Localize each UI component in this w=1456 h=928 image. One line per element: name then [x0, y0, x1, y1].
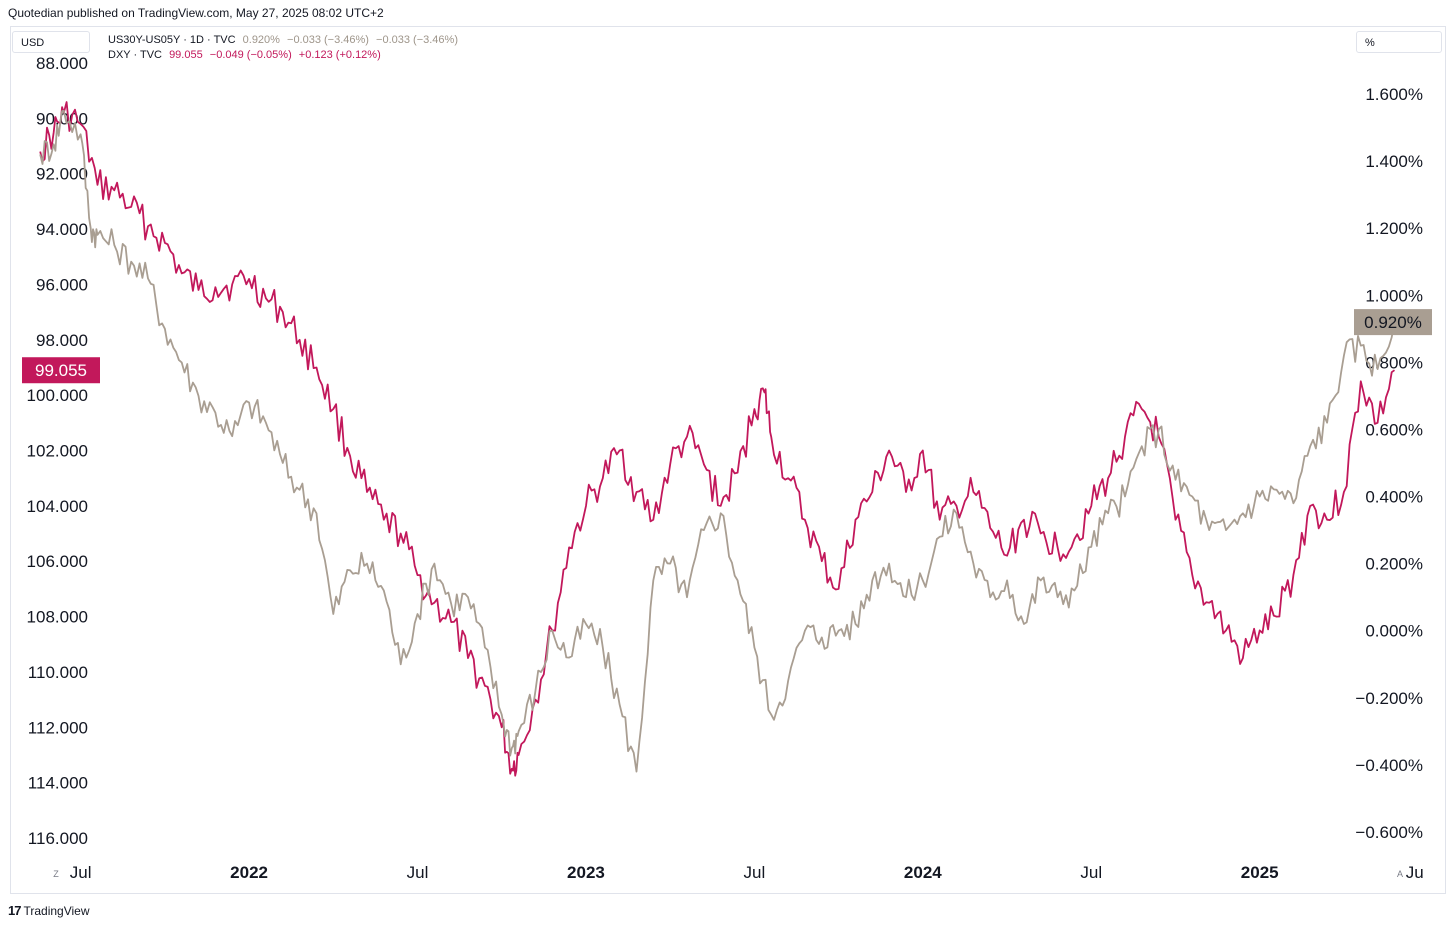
left-axis-tick-label: 108.000 — [27, 608, 88, 627]
legend-price: 99.055 — [169, 49, 203, 61]
legend-price: 0.920% — [242, 34, 280, 46]
left-axis-tick-label: 100.000 — [27, 386, 88, 405]
dxy-series-line[interactable] — [39, 101, 1396, 777]
tradingview-logo[interactable]: 17 TradingView — [8, 903, 90, 918]
chart-frame — [10, 26, 1446, 894]
right-axis-tick-label: 1.600% — [1365, 85, 1423, 104]
right-scale-unit-button[interactable]: % — [1356, 31, 1442, 53]
left-axis-tick-label: 96.000 — [36, 275, 88, 294]
x-axis-tick-label: 2022 — [230, 863, 268, 882]
left-axis-tick-label: 116.000 — [28, 829, 88, 848]
legend-change-2: +0.123 (+0.12%) — [298, 49, 381, 61]
left-axis-tick-label: 110.000 — [28, 663, 88, 682]
x-axis-tick-label: Jul — [744, 863, 766, 882]
dxy-price-label: 99.055 — [35, 361, 87, 380]
right-axis-tick-label: 0.200% — [1365, 555, 1423, 574]
left-axis-tick-label: 106.000 — [27, 552, 88, 571]
x-axis-tick-label: Jul — [70, 863, 92, 882]
left-axis-tick-label: 98.000 — [36, 331, 88, 350]
x-axis-tick-label: 2024 — [904, 863, 942, 882]
legend-change: −0.049 (−0.05%) — [209, 49, 292, 61]
chart-legend: US30Y-US05Y · 1D · TVC 0.920% −0.033 (−3… — [108, 33, 462, 63]
legend-row-dxy[interactable]: DXY · TVC 99.055 −0.049 (−0.05%) +0.123 … — [108, 48, 462, 63]
right-axis-tick-label: −0.600% — [1355, 823, 1423, 842]
tradingview-logo-text: TradingView — [23, 903, 90, 918]
left-axis-tick-label: 94.000 — [36, 220, 88, 239]
auto-scale-right-button[interactable]: A — [1396, 869, 1403, 879]
right-axis-tick-label: −0.200% — [1355, 689, 1423, 708]
tradingview-logo-icon: 17 — [8, 903, 22, 918]
legend-symbol: DXY · TVC — [108, 49, 162, 61]
x-axis-tick-label: Jul — [407, 863, 429, 882]
right-axis-tick-label: 1.200% — [1365, 219, 1423, 238]
legend-symbol: US30Y-US05Y · 1D · TVC — [108, 34, 236, 46]
left-axis-tick-label: 102.000 — [27, 442, 88, 461]
legend-change-2: −0.033 (−3.46%) — [376, 34, 458, 46]
right-axis-tick-label: 1.000% — [1365, 286, 1423, 305]
right-axis-tick-label: 0.000% — [1365, 622, 1423, 641]
right-axis-tick-label: −0.400% — [1355, 756, 1423, 775]
x-axis-tick-label: Jul — [1080, 863, 1102, 882]
right-axis-tick-label: 0.600% — [1365, 420, 1423, 439]
legend-change: −0.033 (−3.46%) — [287, 34, 369, 46]
legend-row-spread[interactable]: US30Y-US05Y · 1D · TVC 0.920% −0.033 (−3… — [108, 33, 462, 48]
x-axis-tick-label: Ju — [1406, 863, 1424, 882]
spread-price-label: 0.920% — [1364, 313, 1422, 332]
left-axis-tick-label: 104.000 — [27, 497, 88, 516]
left-axis-tick-label: 112.000 — [28, 718, 88, 737]
dxy-price-label-bg — [22, 357, 100, 384]
x-axis-tick-label: 2025 — [1241, 863, 1279, 882]
spread-series-line[interactable] — [39, 109, 1396, 773]
left-scale-currency-button[interactable]: USD — [12, 31, 90, 53]
x-axis-tick-label: 2023 — [567, 863, 605, 882]
publisher-caption: Quotedian published on TradingView.com, … — [8, 6, 384, 20]
left-axis-tick-label: 92.000 — [36, 165, 88, 184]
right-axis-tick-label: 1.400% — [1365, 152, 1423, 171]
left-axis-tick-label: 88.000 — [36, 54, 88, 73]
right-axis-tick-label: 0.400% — [1365, 488, 1423, 507]
spread-price-label-bg — [1354, 309, 1432, 336]
left-axis-tick-label: 114.000 — [28, 774, 88, 793]
auto-scale-left-button[interactable]: Z — [53, 869, 59, 879]
